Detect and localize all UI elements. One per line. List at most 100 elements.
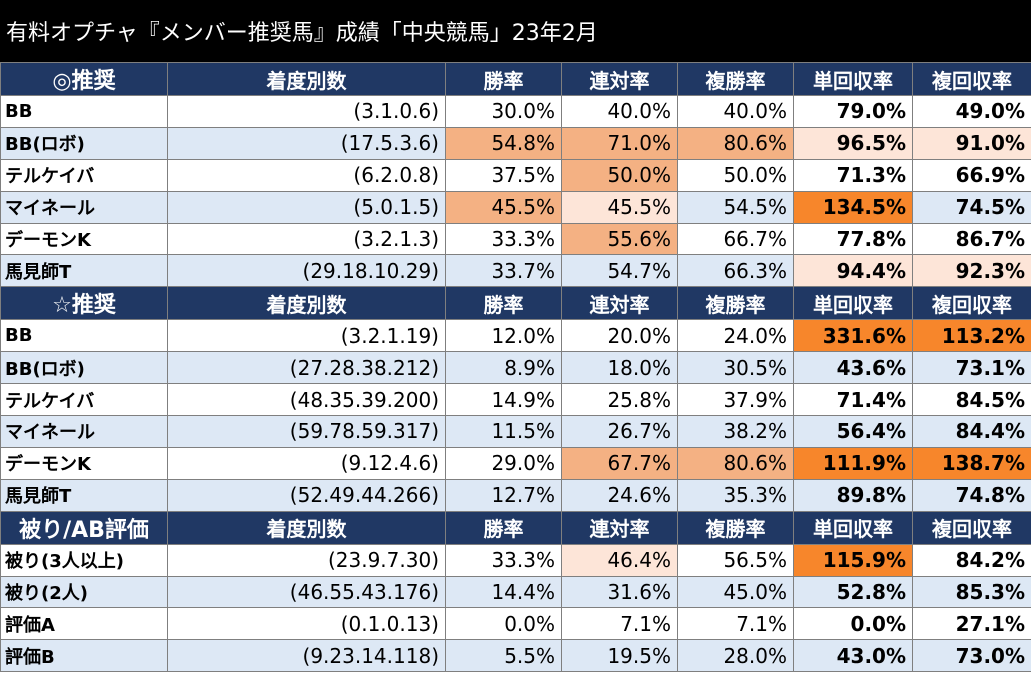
record-cell: (23.9.7.30) <box>167 543 446 577</box>
record-cell: (48.35.39.200) <box>167 383 446 417</box>
column-header: 勝率 <box>445 510 562 545</box>
section-label: 被り/AB評価 <box>0 510 168 545</box>
column-header: 着度別数 <box>167 62 446 96</box>
column-header: 単回収率 <box>793 62 913 96</box>
column-header: 複勝率 <box>677 62 794 96</box>
tan-cell: 331.6% <box>793 319 913 353</box>
fuku-cell: 85.3% <box>912 575 1031 609</box>
record-cell: (9.12.4.6) <box>167 446 446 480</box>
win-cell: 45.5% <box>445 190 562 224</box>
place2-cell: 46.4% <box>561 543 678 577</box>
win-cell: 5.5% <box>445 639 562 673</box>
place3-cell: 40.0% <box>677 95 794 128</box>
place2-cell: 25.8% <box>561 383 678 417</box>
win-cell: 0.0% <box>445 607 562 641</box>
row-name: BB(ロボ) <box>0 126 168 160</box>
table-row: マイネール (5.0.1.5) 45.5% 45.5% 54.5% 134.5% 74.5% <box>0 190 1031 224</box>
tan-cell: 56.4% <box>793 415 913 448</box>
place2-cell: 19.5% <box>561 639 678 673</box>
row-name: 評価B <box>0 639 168 673</box>
results-table: ◎推奨 着度別数 勝率 連対率 複勝率 単回収率 複回収率 BB (3.1.0.6) 30.0% 4… <box>0 62 1031 673</box>
place3-cell: 7.1% <box>677 607 794 641</box>
fuku-cell: 91.0% <box>912 126 1031 160</box>
row-name: BB <box>0 95 168 128</box>
tan-cell: 77.8% <box>793 222 913 256</box>
column-header: 連対率 <box>561 62 678 96</box>
place2-cell: 20.0% <box>561 319 678 353</box>
table-row: デーモンK (3.2.1.3) 33.3% 55.6% 66.7% 77.8% 86.7% <box>0 222 1031 256</box>
table-row: 被り(3人以上) (23.9.7.30) 33.3% 46.4% 56.5% 115.9%… <box>0 543 1031 577</box>
table-row: BB (3.1.0.6) 30.0% 40.0% 40.0% 79.0% 49.0% <box>0 95 1031 128</box>
table-row: BB(ロボ) (17.5.3.6) 54.8% 71.0% 80.6% 96.5% 91.0… <box>0 126 1031 160</box>
win-cell: 14.4% <box>445 575 562 609</box>
place2-cell: 24.6% <box>561 478 678 512</box>
fuku-cell: 86.7% <box>912 222 1031 256</box>
place2-cell: 26.7% <box>561 415 678 448</box>
place3-cell: 45.0% <box>677 575 794 609</box>
tan-cell: 52.8% <box>793 575 913 609</box>
place3-cell: 66.7% <box>677 222 794 256</box>
row-name: 馬見師T <box>0 478 168 512</box>
column-header: 複回収率 <box>912 510 1031 545</box>
tan-cell: 111.9% <box>793 446 913 480</box>
record-cell: (27.28.38.212) <box>167 351 446 385</box>
table-row: 被り(2人) (46.55.43.176) 14.4% 31.6% 45.0% 52.8%… <box>0 575 1031 609</box>
tan-cell: 71.3% <box>793 158 913 192</box>
column-header: 複勝率 <box>677 510 794 545</box>
table-row: BB (3.2.1.19) 12.0% 20.0% 24.0% 331.6% 113.2% <box>0 319 1031 353</box>
place3-cell: 56.5% <box>677 543 794 577</box>
tan-cell: 71.4% <box>793 383 913 417</box>
tan-cell: 43.6% <box>793 351 913 385</box>
record-cell: (17.5.3.6) <box>167 126 446 160</box>
section-header-row: ◎推奨 着度別数 勝率 連対率 複勝率 単回収率 複回収率 <box>0 62 1031 96</box>
column-header: 連対率 <box>561 286 678 321</box>
page-title: 有料オプチャ『メンバー推奨馬』成績「中央競馬」23年2月 <box>0 0 1031 62</box>
place3-cell: 24.0% <box>677 319 794 353</box>
column-header: 複回収率 <box>912 62 1031 96</box>
place3-cell: 37.9% <box>677 383 794 417</box>
fuku-cell: 92.3% <box>912 254 1031 288</box>
row-name: テルケイバ <box>0 158 168 192</box>
fuku-cell: 74.8% <box>912 478 1031 512</box>
column-header: 勝率 <box>445 286 562 321</box>
tan-cell: 43.0% <box>793 639 913 673</box>
column-header: 勝率 <box>445 62 562 96</box>
row-name: マイネール <box>0 415 168 448</box>
table-row: BB(ロボ) (27.28.38.212) 8.9% 18.0% 30.5% 43.6% 7… <box>0 351 1031 385</box>
table-row: マイネール (59.78.59.317) 11.5% 26.7% 38.2% 56.4% 8… <box>0 415 1031 448</box>
fuku-cell: 74.5% <box>912 190 1031 224</box>
place2-cell: 71.0% <box>561 126 678 160</box>
record-cell: (46.55.43.176) <box>167 575 446 609</box>
column-header: 連対率 <box>561 510 678 545</box>
fuku-cell: 84.4% <box>912 415 1031 448</box>
fuku-cell: 73.0% <box>912 639 1031 673</box>
place2-cell: 7.1% <box>561 607 678 641</box>
record-cell: (3.2.1.3) <box>167 222 446 256</box>
fuku-cell: 66.9% <box>912 158 1031 192</box>
table-row: 評価B (9.23.14.118) 5.5% 19.5% 28.0% 43.0% 73.0% <box>0 639 1031 673</box>
fuku-cell: 73.1% <box>912 351 1031 385</box>
tan-cell: 96.5% <box>793 126 913 160</box>
fuku-cell: 49.0% <box>912 95 1031 128</box>
record-cell: (9.23.14.118) <box>167 639 446 673</box>
place3-cell: 80.6% <box>677 126 794 160</box>
win-cell: 54.8% <box>445 126 562 160</box>
record-cell: (52.49.44.266) <box>167 478 446 512</box>
tan-cell: 79.0% <box>793 95 913 128</box>
tan-cell: 115.9% <box>793 543 913 577</box>
section-header-row: ☆推奨 着度別数 勝率 連対率 複勝率 単回収率 複回収率 <box>0 286 1031 321</box>
record-cell: (3.1.0.6) <box>167 95 446 128</box>
record-cell: (0.1.0.13) <box>167 607 446 641</box>
row-name: 評価A <box>0 607 168 641</box>
row-name: デーモンK <box>0 222 168 256</box>
row-name: 被り(3人以上) <box>0 543 168 577</box>
win-cell: 12.0% <box>445 319 562 353</box>
column-header: 複回収率 <box>912 286 1031 321</box>
win-cell: 30.0% <box>445 95 562 128</box>
column-header: 着度別数 <box>167 286 446 321</box>
fuku-cell: 84.2% <box>912 543 1031 577</box>
record-cell: (3.2.1.19) <box>167 319 446 353</box>
table-row: 評価A (0.1.0.13) 0.0% 7.1% 7.1% 0.0% 27.1% <box>0 607 1031 641</box>
place2-cell: 54.7% <box>561 254 678 288</box>
place3-cell: 54.5% <box>677 190 794 224</box>
